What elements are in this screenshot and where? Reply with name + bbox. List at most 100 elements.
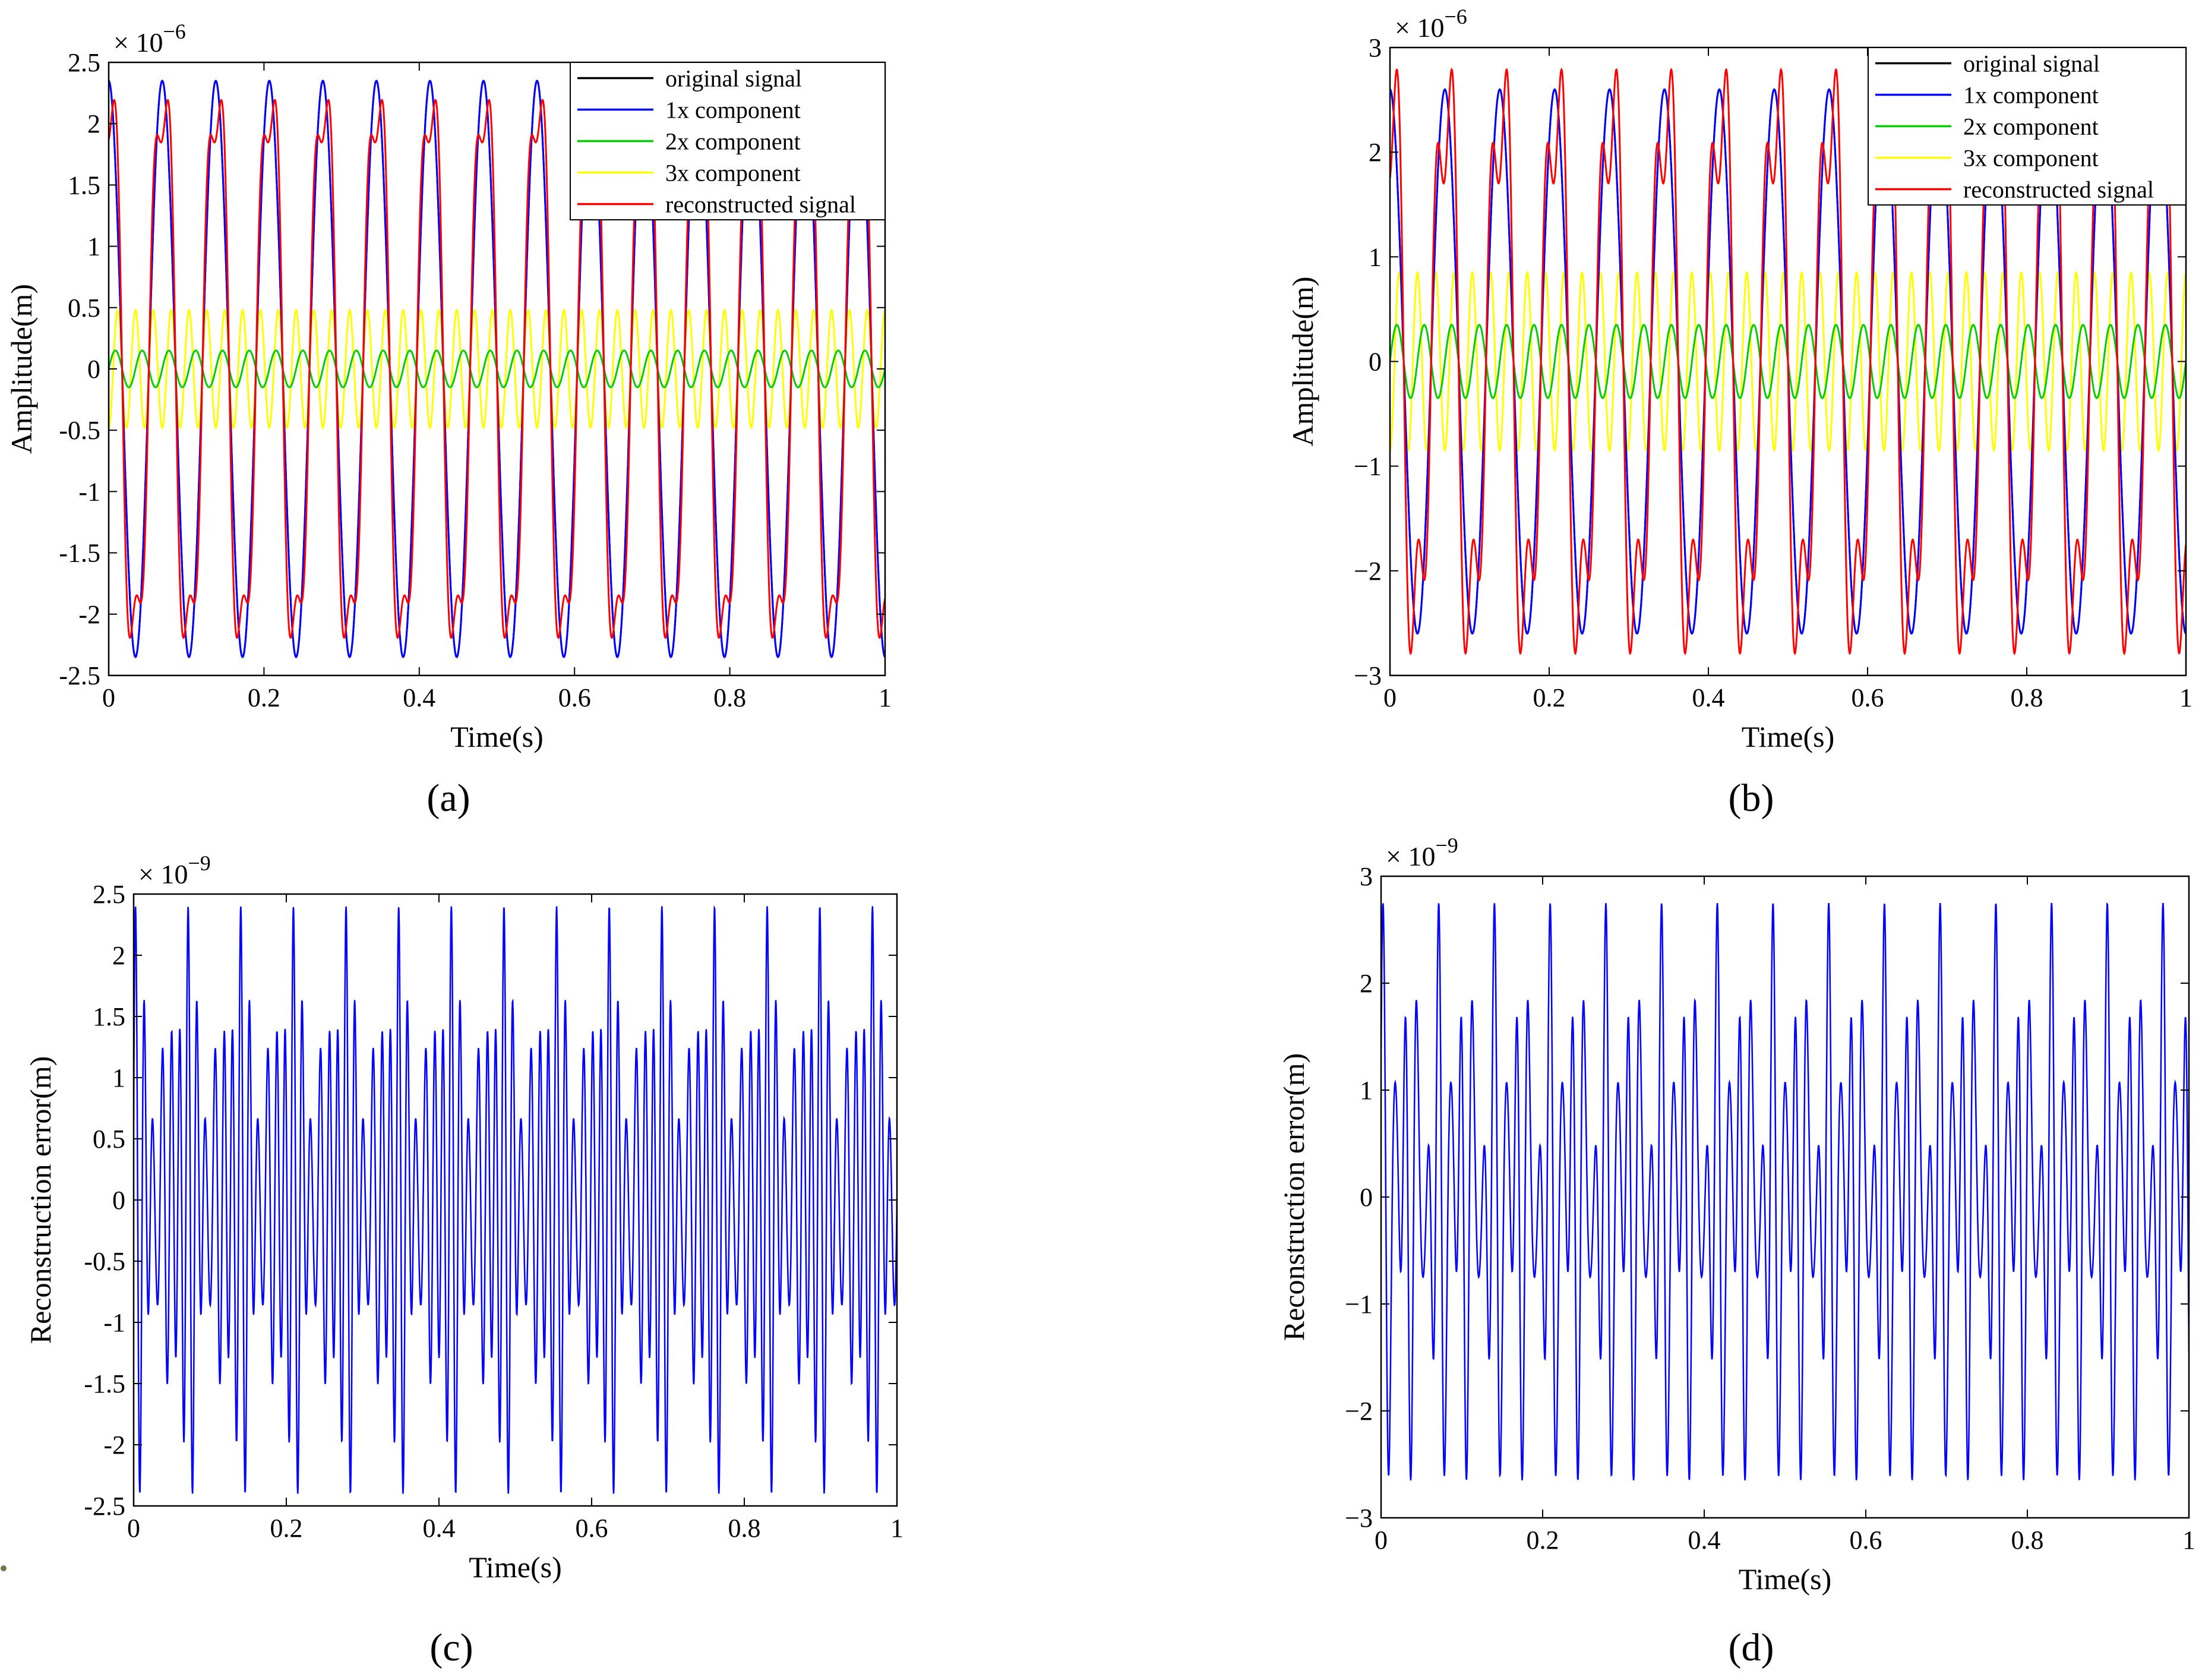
legend-label-a: 2x component bbox=[665, 128, 801, 155]
x-tick-label-d: 1 bbox=[2182, 1526, 2195, 1555]
y-tick-label-c: 1.5 bbox=[93, 1002, 125, 1031]
axis-exponent-d: × 10−9 bbox=[1386, 833, 1458, 871]
x-tick-label-c: 0.2 bbox=[270, 1514, 303, 1543]
x-tick-label-b: 0.8 bbox=[2011, 683, 2043, 712]
legend-label-b: 2x component bbox=[1963, 113, 2099, 140]
y-tick-label-d: −3 bbox=[1345, 1504, 1373, 1533]
caption-b: (b) bbox=[1729, 776, 1774, 820]
y-tick-label-a: 0 bbox=[87, 355, 100, 384]
y-tick-label-b: −2 bbox=[1354, 557, 1382, 586]
y-tick-label-c: 0 bbox=[112, 1186, 125, 1215]
legend-label-a: reconstructed signal bbox=[665, 191, 856, 218]
y-tick-label-a: -2.5 bbox=[59, 661, 100, 690]
axis-exponent-base-b: × 10 bbox=[1395, 12, 1444, 43]
y-tick-label-a: -1 bbox=[78, 477, 100, 506]
y-tick-label-b: 3 bbox=[1369, 33, 1382, 62]
x-tick-label-b: 0.2 bbox=[1533, 683, 1566, 712]
legend-a: original signal 1x component 2x component 3… bbox=[570, 62, 886, 220]
caption-c: (c) bbox=[429, 1626, 473, 1669]
stray-dot bbox=[1, 1565, 7, 1571]
x-tick-label-b: 0.4 bbox=[1692, 683, 1725, 712]
x-axis-label-a: Time(s) bbox=[450, 720, 544, 753]
y-tick-label-d: 1 bbox=[1360, 1076, 1373, 1105]
legend-label-a: 3x component bbox=[665, 160, 801, 187]
axis-exponent-base-a: × 10 bbox=[113, 27, 163, 58]
y-tick-label-c: 2 bbox=[112, 941, 125, 970]
y-axis-label-b: Amplitude(m) bbox=[1286, 276, 1319, 446]
y-tick-label-b: 2 bbox=[1369, 138, 1382, 167]
x-tick-label-a: 0.6 bbox=[558, 683, 591, 712]
x-tick-label-c: 0 bbox=[127, 1514, 140, 1543]
x-axis-label-d: Time(s) bbox=[1739, 1562, 1832, 1596]
axis-exponent-power-b: −6 bbox=[1444, 5, 1467, 29]
y-tick-label-b: −3 bbox=[1354, 661, 1382, 690]
x-tick-label-a: 0.2 bbox=[248, 683, 280, 712]
caption-d: (d) bbox=[1729, 1626, 1774, 1669]
y-tick-label-b: 0 bbox=[1369, 348, 1382, 377]
y-tick-label-b: 1 bbox=[1369, 242, 1382, 271]
legend-label-b: 1x component bbox=[1963, 82, 2099, 109]
panel-a: 0 0.2 0.4 0.6 0.8 1 -2.5 -2 -1.5 -1 -0.5 0 0.5 1 1.5 2 2… bbox=[5, 20, 892, 753]
y-tick-label-c: -2 bbox=[103, 1430, 125, 1460]
y-tick-label-d: 0 bbox=[1360, 1183, 1373, 1212]
legend-label-a: 1x component bbox=[665, 97, 801, 124]
x-tick-label-a: 0.8 bbox=[713, 683, 746, 712]
x-tick-label-c: 0.4 bbox=[423, 1514, 456, 1543]
series-group-c bbox=[134, 905, 897, 1494]
series-line-reconstruction-error-d bbox=[1381, 902, 2189, 1481]
y-tick-label-a: 0.5 bbox=[68, 293, 100, 323]
x-axis-label-b: Time(s) bbox=[1742, 720, 1835, 753]
panel-c: 0 0.2 0.4 0.6 0.8 1 -2.5 -2 -1.5 -1 -0.5 0 0.5 1 1.5 2 2… bbox=[24, 851, 903, 1584]
y-tick-label-d: −1 bbox=[1345, 1290, 1373, 1319]
panel-b: 0 0.2 0.4 0.6 0.8 1 −3 −2 −1 0 1 2 3 × 10−6 Time(s) Amp… bbox=[1286, 5, 2192, 753]
axis-exponent-power-c: −9 bbox=[188, 851, 210, 875]
legend-label-b: reconstructed signal bbox=[1963, 176, 2154, 203]
y-tick-label-a: 2.5 bbox=[68, 48, 100, 77]
x-tick-label-c: 1 bbox=[890, 1514, 903, 1543]
y-tick-label-d: 2 bbox=[1360, 969, 1373, 998]
x-tick-label-c: 0.6 bbox=[576, 1514, 608, 1543]
axis-exponent-c: × 10−9 bbox=[138, 851, 211, 889]
legend-label-b: original signal bbox=[1963, 50, 2100, 77]
y-tick-label-c: 1 bbox=[112, 1063, 125, 1092]
axis-exponent-power-a: −6 bbox=[163, 20, 185, 43]
y-tick-label-d: −2 bbox=[1345, 1397, 1373, 1426]
y-tick-label-a: 2 bbox=[87, 109, 100, 138]
x-tick-label-b: 1 bbox=[2179, 683, 2192, 712]
series-group-d bbox=[1381, 902, 2189, 1481]
series-line-reconstruction-error-c bbox=[134, 905, 897, 1494]
y-axis-label-d: Reconstruction error(m) bbox=[1277, 1053, 1310, 1341]
axis-exponent-b: × 10−6 bbox=[1395, 5, 1467, 43]
x-tick-label-a: 0 bbox=[102, 683, 115, 712]
y-tick-label-d: 3 bbox=[1360, 862, 1373, 891]
axis-exponent-base-c: × 10 bbox=[138, 859, 188, 889]
x-tick-label-d: 0.8 bbox=[2011, 1526, 2044, 1555]
y-axis-label-a: Amplitude(m) bbox=[5, 284, 38, 454]
x-tick-label-b: 0 bbox=[1383, 683, 1397, 712]
y-tick-label-c: -1 bbox=[103, 1308, 125, 1337]
y-tick-label-c: -2.5 bbox=[84, 1492, 125, 1521]
legend-label-a: original signal bbox=[665, 65, 802, 92]
legend-label-b: 3x component bbox=[1963, 145, 2099, 172]
x-tick-label-a: 0.4 bbox=[403, 683, 435, 712]
axis-exponent-a: × 10−6 bbox=[113, 20, 186, 58]
y-tick-label-a: 1.5 bbox=[68, 170, 100, 200]
y-tick-label-b: −1 bbox=[1354, 452, 1382, 481]
legend-b: original signal 1x component 2x component 3… bbox=[1868, 47, 2187, 206]
x-tick-label-d: 0.2 bbox=[1527, 1526, 1559, 1555]
axis-exponent-power-d: −9 bbox=[1435, 833, 1458, 857]
y-tick-label-a: -2 bbox=[78, 600, 100, 629]
x-tick-label-c: 0.8 bbox=[728, 1514, 761, 1543]
caption-a: (a) bbox=[427, 776, 470, 820]
y-axis-label-c: Reconstruction error(m) bbox=[24, 1056, 57, 1344]
y-tick-label-c: 2.5 bbox=[93, 880, 125, 909]
y-tick-label-a: -1.5 bbox=[59, 539, 100, 568]
y-tick-label-c: 0.5 bbox=[93, 1125, 125, 1154]
x-tick-label-d: 0.4 bbox=[1688, 1526, 1721, 1555]
axis-exponent-base-d: × 10 bbox=[1386, 841, 1435, 871]
y-tick-label-a: 1 bbox=[87, 232, 100, 261]
y-tick-label-c: -0.5 bbox=[84, 1247, 125, 1276]
x-tick-label-d: 0.6 bbox=[1850, 1526, 1882, 1555]
x-tick-label-d: 0 bbox=[1375, 1526, 1388, 1555]
